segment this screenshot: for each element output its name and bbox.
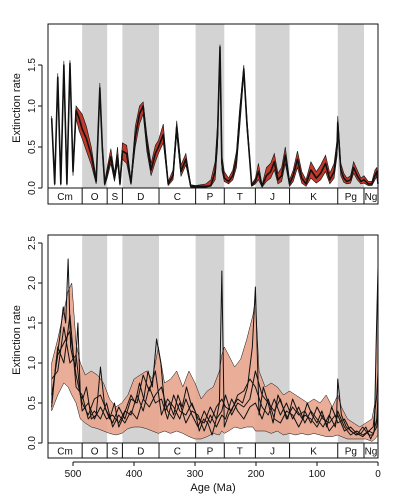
chart-panel-bottom: Cm O S D C P T J K Pg Ng 0.0 0.5 1.0 1.5 2.0 2.5 Extincti… — [11, 234, 381, 494]
period-label-p: P — [207, 192, 214, 203]
y-tick-label: 0.5 — [27, 140, 38, 154]
chart-panel-top: Cm O S D C P T J K Pg Ng 0.0 0.5 1.0 1.5 Extinction rat… — [11, 23, 379, 205]
period-label-k: K — [310, 447, 317, 458]
period-label-o: O — [91, 192, 99, 203]
x-axis-label: Age (Ma) — [190, 482, 235, 494]
y-tick-label: 2.0 — [27, 276, 38, 290]
y-tick-label: 0.0 — [27, 436, 38, 450]
x-tick-label: 300 — [187, 469, 204, 480]
plot-frame — [47, 23, 379, 205]
y-tick-label: 0.5 — [27, 396, 38, 410]
y-tick-label: 2.5 — [27, 236, 38, 250]
period-label-pg: Pg — [345, 192, 357, 203]
y-axis-label: Extinction rate — [11, 305, 23, 375]
period-label-pg: Pg — [345, 447, 357, 458]
period-label-j: J — [270, 192, 275, 203]
y-tick-label: 1.5 — [27, 58, 38, 72]
x-tick-label: 0 — [375, 469, 381, 480]
period-label-s: S — [111, 447, 118, 458]
period-label-s: S — [111, 192, 118, 203]
period-label-cm: Cm — [57, 447, 73, 458]
y-tick-label: 1.0 — [27, 99, 38, 113]
x-tick-label: 200 — [248, 469, 265, 480]
period-label-o: O — [91, 447, 99, 458]
period-label-cm: Cm — [57, 192, 73, 203]
plot-frame — [47, 234, 379, 459]
x-tick-label: 100 — [309, 469, 326, 480]
period-label-ng: Ng — [365, 192, 378, 203]
period-label-c: C — [174, 192, 181, 203]
period-label-j: J — [270, 447, 275, 458]
period-label-t: T — [237, 192, 243, 203]
x-tick-label: 500 — [65, 469, 82, 480]
series-line-2 — [51, 326, 379, 436]
period-label-k: K — [310, 192, 317, 203]
period-label-t: T — [237, 447, 243, 458]
period-shade-pg — [337, 24, 364, 188]
series-line-1 — [51, 330, 379, 436]
series-line-3 — [51, 314, 379, 438]
period-label-ng: Ng — [365, 447, 378, 458]
y-tick-label: 0.0 — [27, 181, 38, 195]
period-label-c: C — [174, 447, 181, 458]
period-label-d: D — [137, 447, 144, 458]
y-axis-label: Extinction rate — [11, 73, 23, 143]
period-label-p: P — [207, 447, 214, 458]
period-label-d: D — [137, 192, 144, 203]
y-tick-label: 1.0 — [27, 356, 38, 370]
series-line-0 — [50, 46, 379, 188]
x-tick-label: 400 — [126, 469, 143, 480]
y-tick-label: 1.5 — [27, 316, 38, 330]
